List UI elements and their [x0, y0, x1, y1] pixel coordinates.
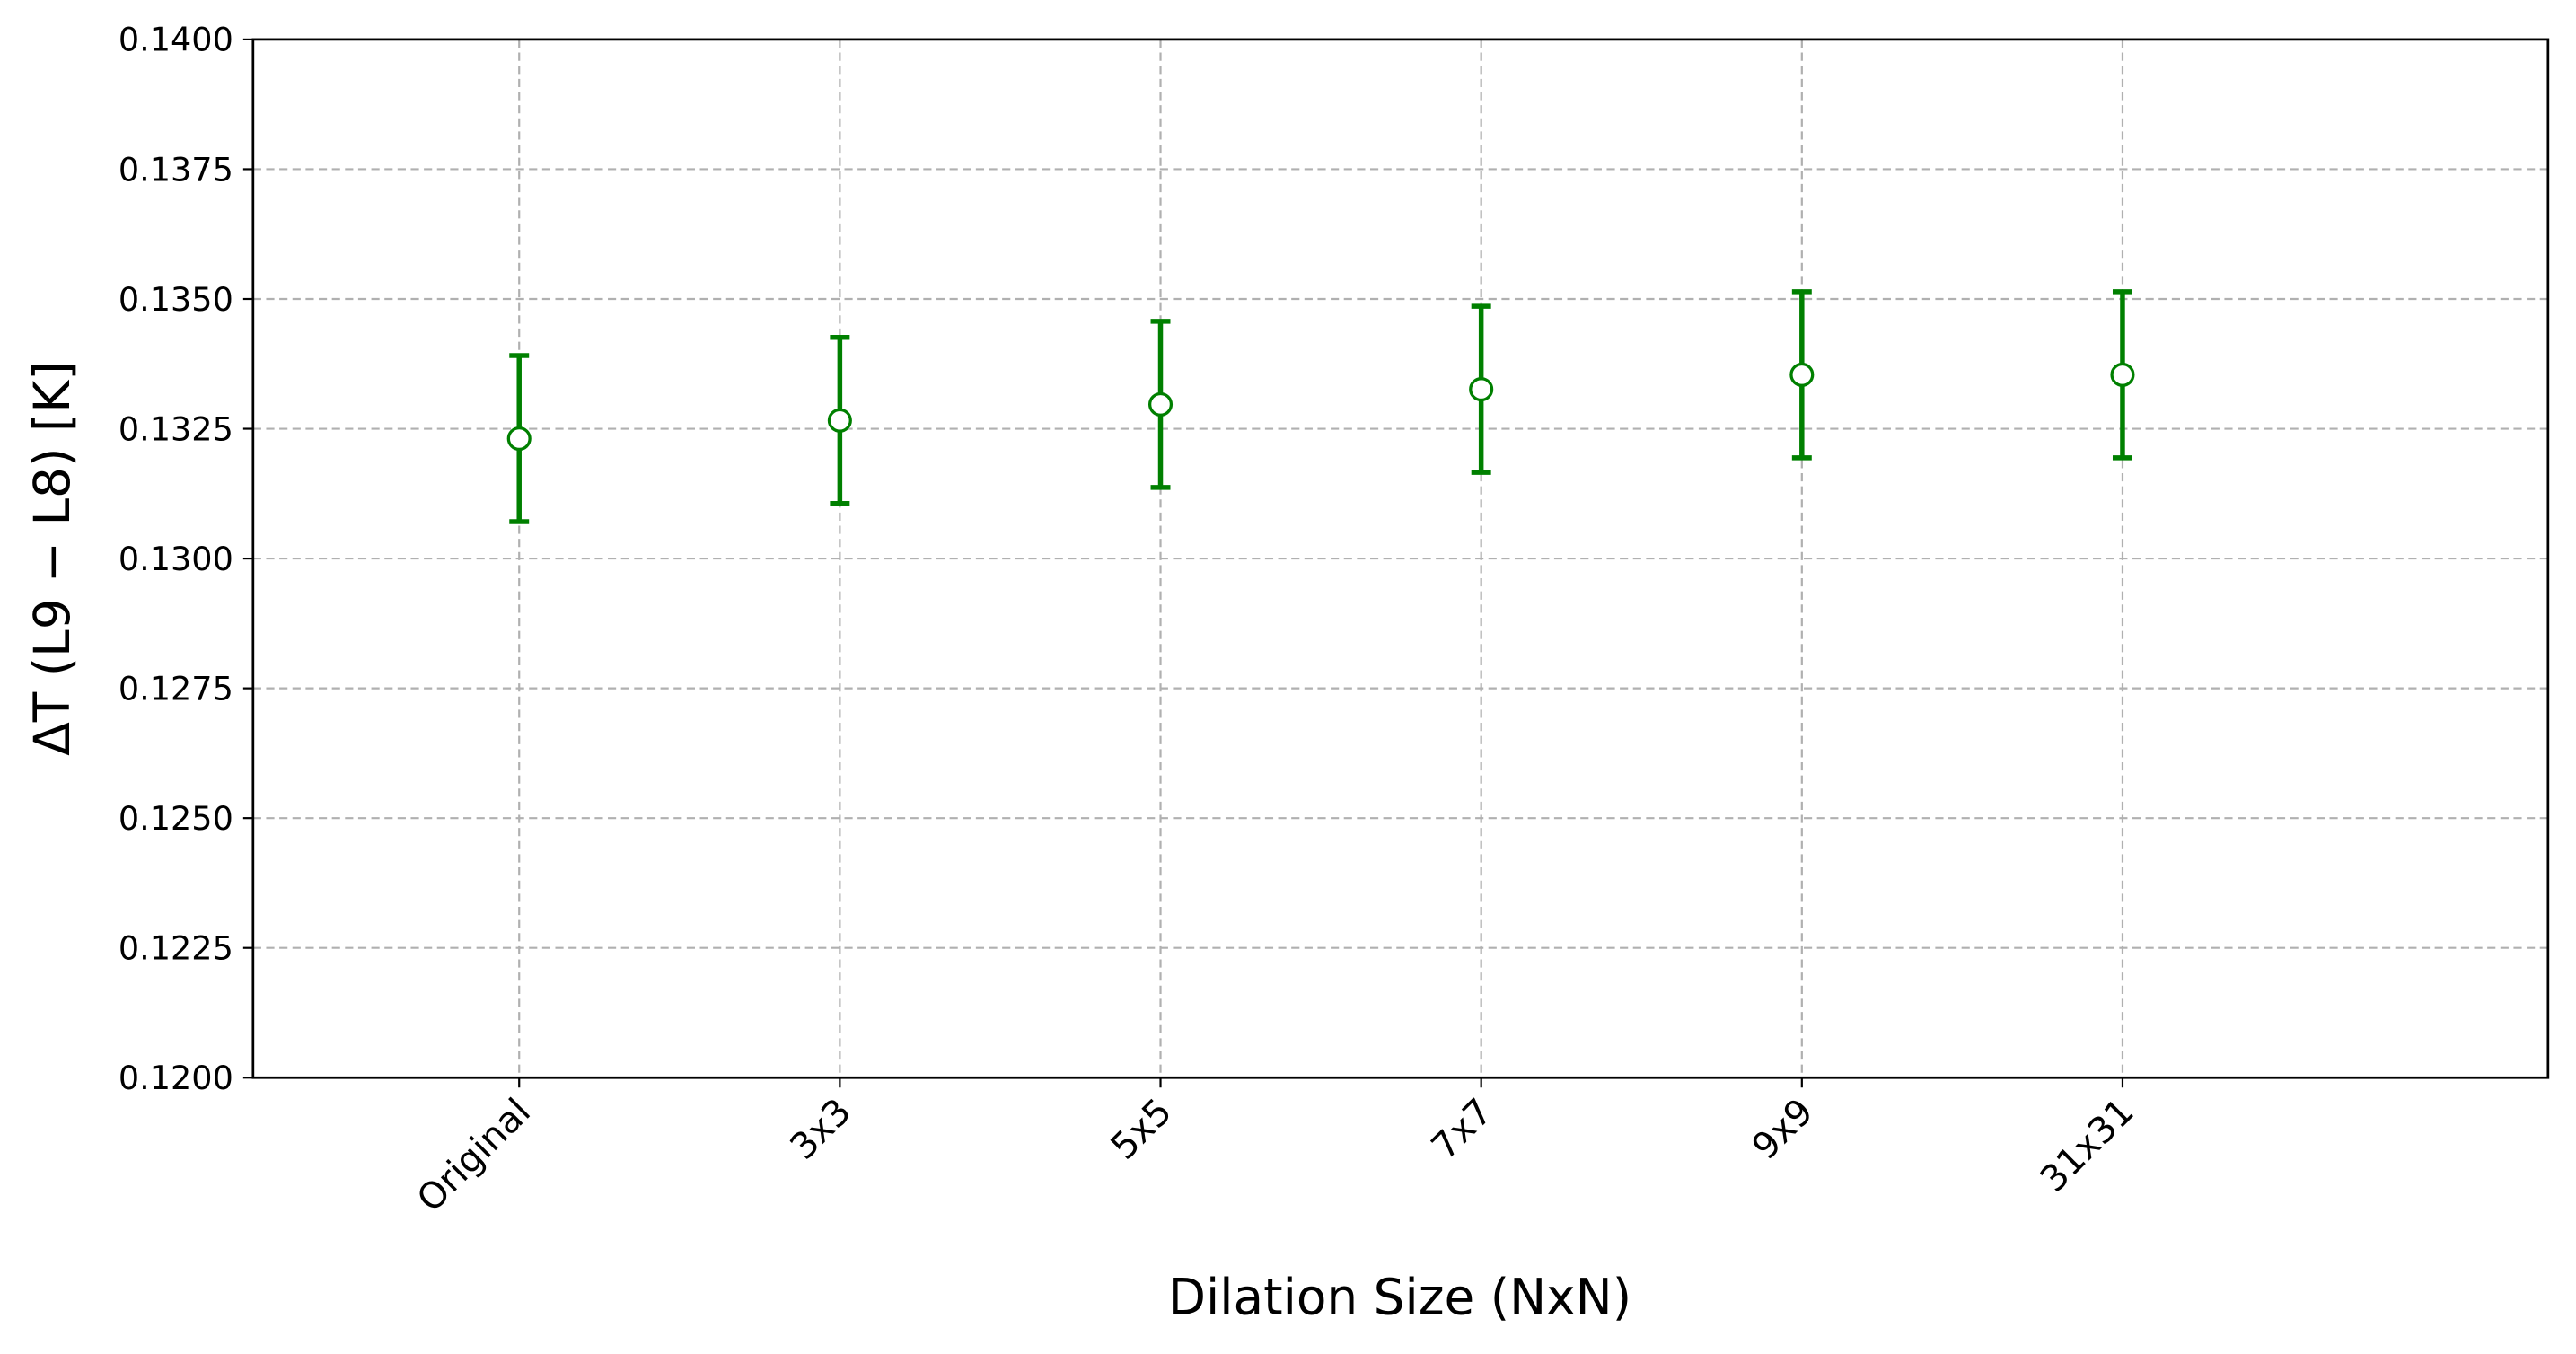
- y-tick-label: 0.1200: [119, 1059, 233, 1097]
- y-tick-label: 0.1350: [119, 280, 233, 319]
- y-tick-label: 0.1400: [119, 21, 233, 59]
- x-tick-label: 31x31: [2033, 1091, 2142, 1200]
- x-tick-label: 3x3: [782, 1091, 859, 1168]
- marker: [827, 408, 852, 433]
- marker: [506, 426, 532, 452]
- y-tick-label: 0.1300: [119, 540, 233, 578]
- x-tick-label: 9x9: [1745, 1091, 1822, 1168]
- y-tick-label: 0.1375: [119, 150, 233, 189]
- x-tick-label: 7x7: [1424, 1091, 1501, 1168]
- marker: [1469, 377, 1494, 402]
- marker: [1789, 362, 1815, 387]
- marker: [1147, 391, 1174, 417]
- y-axis-label: ΔT (L9 − L8) [K]: [23, 361, 81, 755]
- x-axis-label: Dilation Size (NxN): [1168, 1269, 1631, 1326]
- y-tick-label: 0.1250: [119, 799, 233, 838]
- y-tick-label: 0.1275: [119, 669, 233, 708]
- plot-frame: [251, 38, 2550, 1079]
- x-tick-label: 5x5: [1103, 1091, 1181, 1168]
- marker: [2110, 362, 2135, 387]
- y-tick-label: 0.1225: [119, 929, 233, 968]
- x-tick-label: Original: [409, 1091, 539, 1220]
- y-tick-label: 0.1325: [119, 409, 233, 448]
